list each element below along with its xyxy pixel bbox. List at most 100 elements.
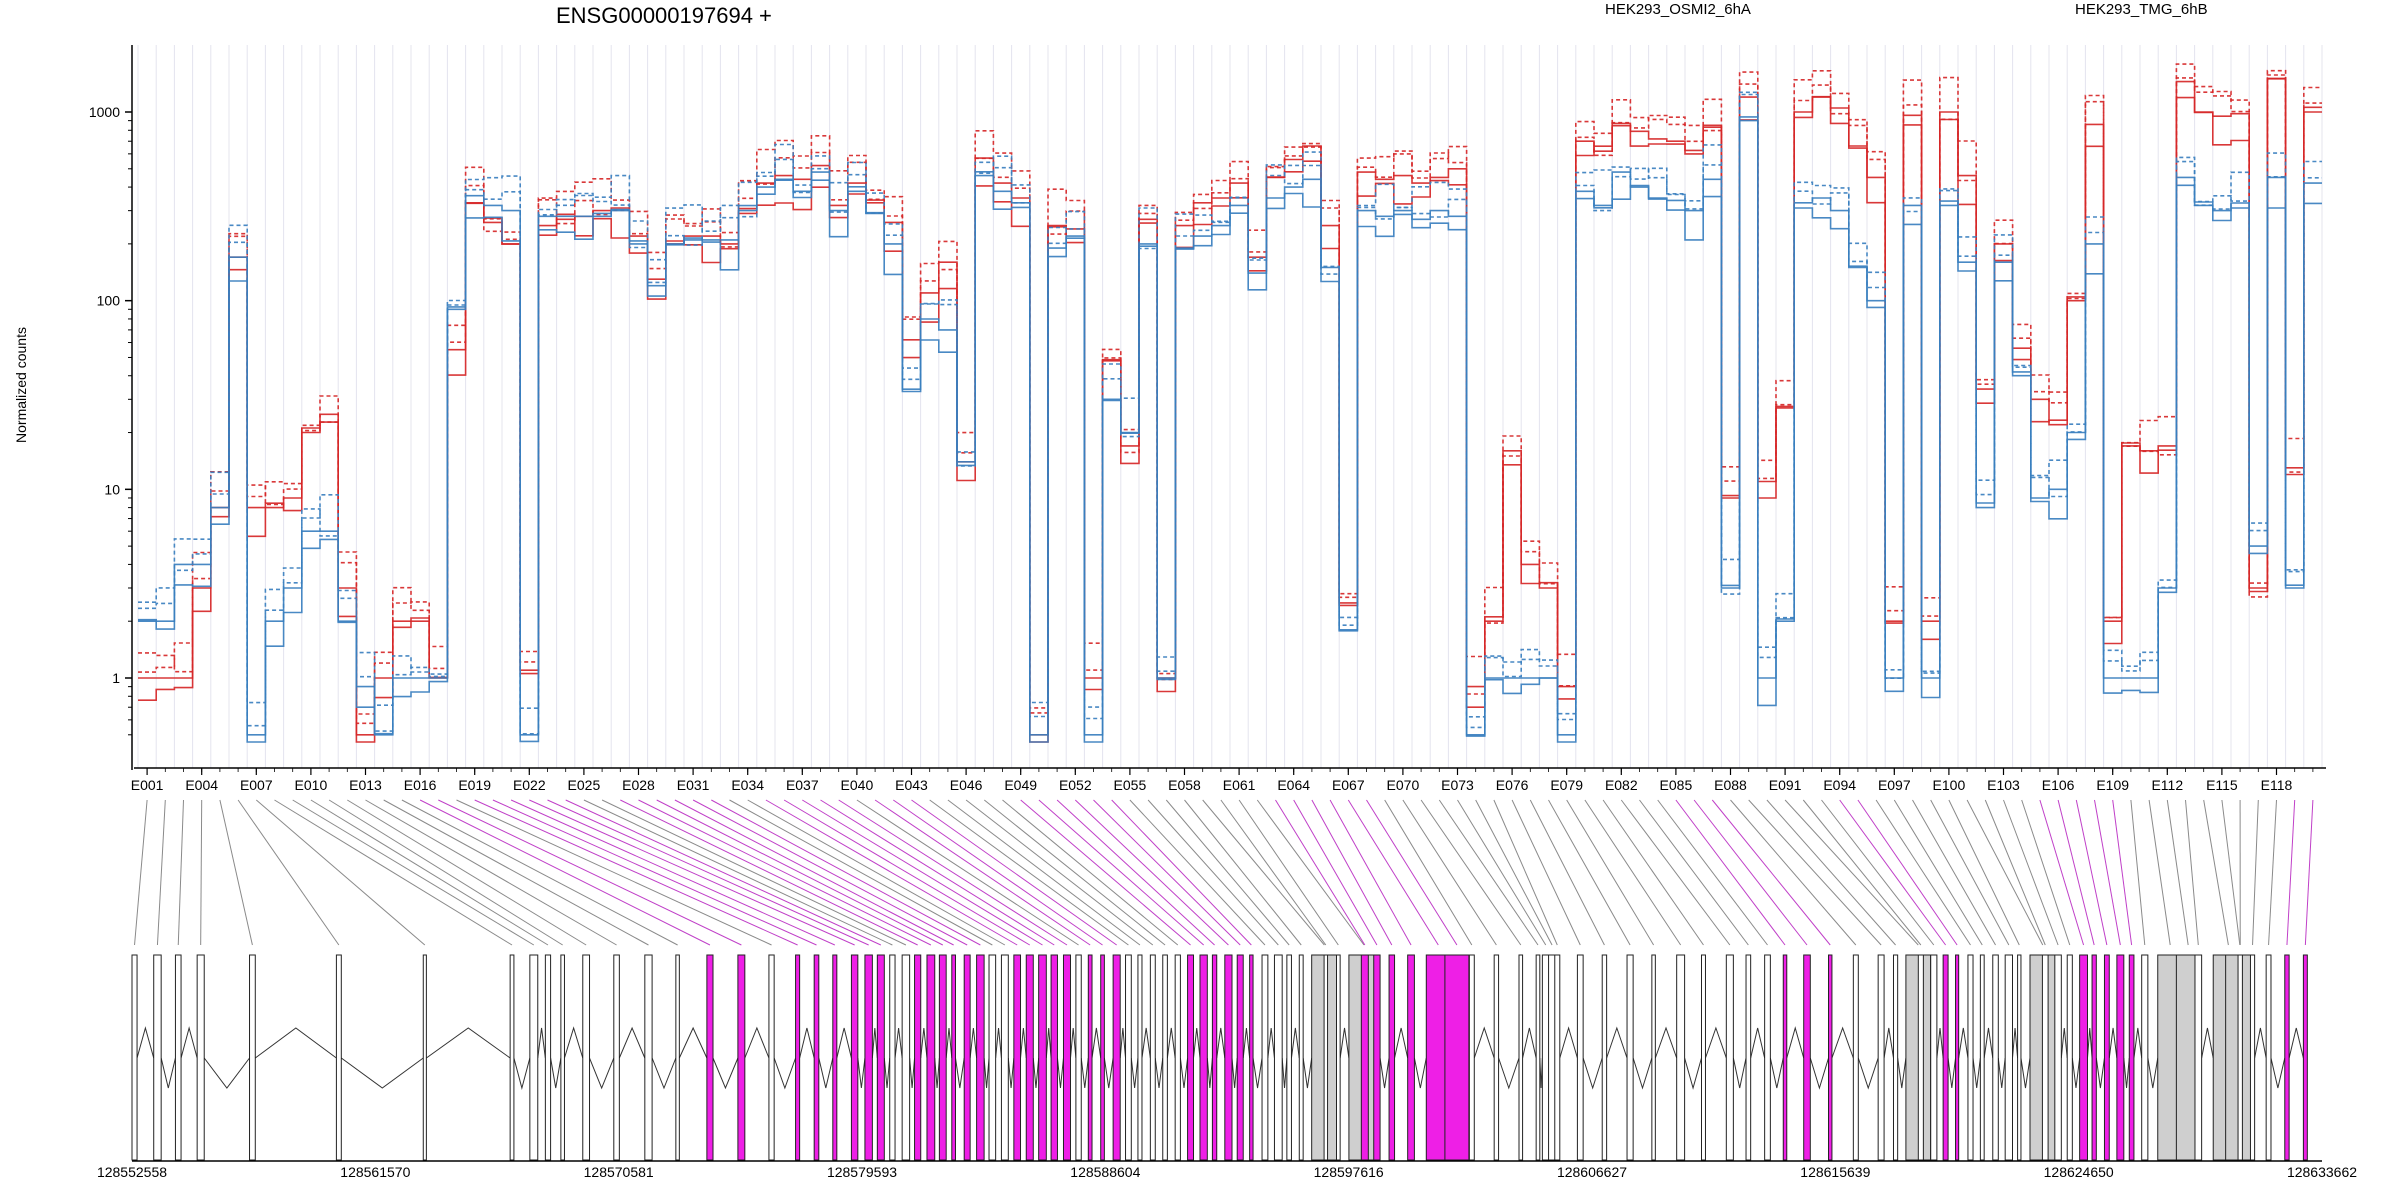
exon-box [1601, 954, 1608, 1161]
intron [2108, 1027, 2118, 1059]
exon-connector [747, 799, 1006, 946]
genomic-tick-label: 128606627 [1557, 1164, 1627, 1180]
exon-connector [2166, 799, 2189, 946]
intron [744, 1026, 770, 1059]
x-tick-label: E061 [1223, 777, 1256, 793]
exon-box [1261, 954, 1269, 1161]
exon-box [1407, 954, 1415, 1161]
y-tick-label: 1000 [89, 104, 120, 120]
intron [1750, 1027, 1766, 1059]
exon-connector [2075, 799, 2108, 946]
exon-box [951, 954, 956, 1161]
exon-connector [620, 799, 918, 946]
exon-connector [1038, 799, 1204, 946]
exon-connector [1529, 799, 1605, 946]
exon-connector [1930, 799, 2010, 946]
exon-box [1087, 954, 1093, 1161]
exon-box [1323, 954, 1329, 1161]
intron [1522, 1027, 1537, 1059]
exon-connector [1802, 799, 1922, 946]
x-tick-label: E004 [185, 777, 218, 793]
intron [969, 1027, 978, 1059]
exon-box [1852, 954, 1859, 1161]
exon-connector [1566, 799, 1655, 946]
intron [2012, 1027, 2019, 1059]
x-tick-label: E019 [458, 777, 491, 793]
intron [1166, 1027, 1176, 1059]
intron [254, 1027, 337, 1059]
x-tick-label: E031 [677, 777, 710, 793]
exon-box [1038, 954, 1047, 1161]
intron [818, 1057, 834, 1089]
intron [203, 1057, 250, 1089]
exon-box [864, 954, 873, 1161]
genomic-tick-label: 128561570 [340, 1164, 410, 1180]
exon-connector [1402, 799, 1497, 946]
exon-box [2054, 954, 2062, 1161]
exon-connector [874, 799, 1091, 946]
exon-box [1877, 954, 1885, 1161]
exon-connector [1675, 799, 1786, 946]
exon-connector [638, 799, 932, 946]
intron [1281, 1057, 1288, 1089]
x-tick-label: E040 [841, 777, 874, 793]
x-tick-label: E097 [1878, 777, 1911, 793]
intron [1473, 1026, 1495, 1059]
exon-connector [2203, 799, 2229, 946]
exon-connector [1220, 799, 1327, 946]
intron [1045, 1027, 1052, 1059]
intron [909, 1057, 916, 1089]
x-tick-label: E043 [895, 777, 928, 793]
exon-box [1782, 954, 1788, 1161]
x-tick-label: E070 [1387, 777, 1420, 793]
legend-entry-osmi2: HEK293_OSMI2_6hA [1605, 1, 1751, 18]
genomic-tick-label: 128633662 [2287, 1164, 2357, 1180]
exon-box [1236, 954, 1244, 1161]
exon-connector [547, 799, 869, 946]
exon-connector [565, 799, 882, 946]
exon-connector [383, 799, 649, 946]
exon-connector [1748, 799, 1882, 946]
exon-box [1075, 954, 1082, 1161]
intron [945, 1027, 953, 1059]
exon-connector [2003, 799, 2059, 946]
y-tick-label: 10 [104, 481, 120, 497]
x-tick-label: E028 [622, 777, 655, 793]
exon-box [2091, 954, 2097, 1161]
exon-box [795, 954, 801, 1161]
exon-box [2265, 954, 2272, 1161]
exon-connector [1256, 799, 1365, 946]
exon-connector [1766, 799, 1896, 946]
exon-connector [177, 799, 184, 946]
intron [2020, 1057, 2031, 1089]
exon-box [544, 954, 552, 1161]
genomic-tick-label: 128570581 [584, 1164, 654, 1180]
series-lines [138, 63, 2322, 743]
exon-connector [419, 799, 711, 946]
intron [180, 1026, 198, 1059]
exon-box [249, 954, 256, 1161]
exon-box [1676, 954, 1686, 1161]
exon-box [1149, 954, 1156, 1161]
x-tick-label: E100 [1933, 777, 1966, 793]
exon-box [706, 954, 714, 1161]
genomic-coordinate-axis: 128552558 128561570 128570581 128579593 1285… [97, 1160, 2357, 1180]
genomic-tick-label: 128597616 [1314, 1164, 1384, 1180]
exon-box [1388, 954, 1396, 1161]
exon-connector [711, 799, 981, 946]
exon-box [1298, 954, 1304, 1161]
intron [2071, 1057, 2081, 1089]
intron [1498, 1057, 1520, 1090]
exon-connector [347, 799, 587, 946]
exon-box [1967, 954, 1974, 1161]
exon-box [1025, 954, 1034, 1161]
genomic-tick-label: 128615639 [1800, 1164, 1870, 1180]
exon-box [1764, 954, 1771, 1161]
exon-connector [783, 799, 1031, 946]
chart-title: ENSG00000197694 + [556, 3, 772, 28]
exon-connector [2130, 799, 2146, 946]
x-tick-label: E085 [1660, 777, 1693, 793]
intron [160, 1057, 176, 1089]
intron [1141, 1027, 1151, 1059]
exon-box [2237, 954, 2243, 1161]
